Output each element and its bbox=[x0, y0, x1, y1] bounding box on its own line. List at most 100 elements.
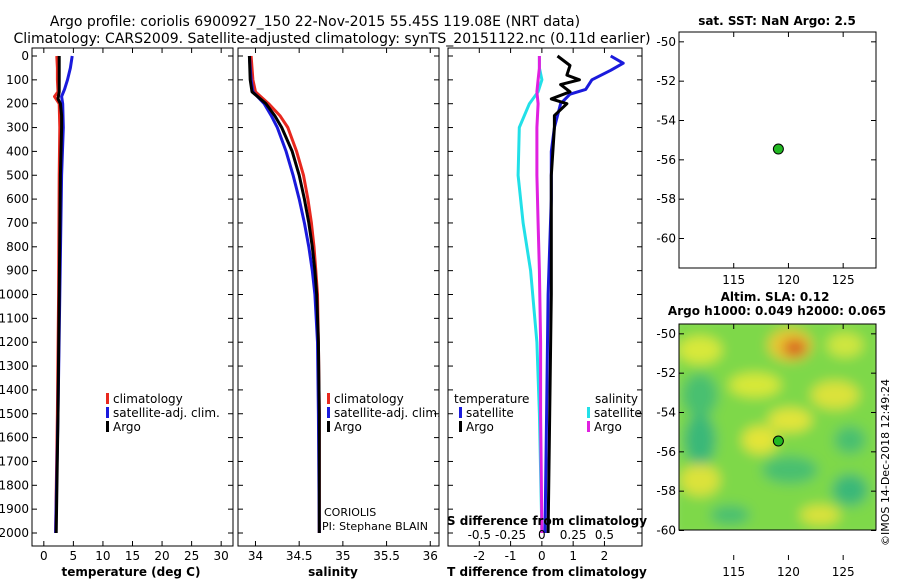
sla-map-panel: Altim. SLA: 0.12 Argo h1000: 0.049 h2000… bbox=[656, 290, 886, 579]
lon-tick-label: 125 bbox=[832, 565, 855, 579]
depth-tick-label: 1100 bbox=[0, 311, 29, 325]
legend-label-climatology: climatology bbox=[113, 392, 183, 406]
legend-swatch-climatology bbox=[327, 393, 330, 404]
depth-tick-label: 1200 bbox=[0, 335, 29, 349]
depth-tick-label: 1400 bbox=[0, 383, 29, 397]
legend-swatch-t-satellite bbox=[459, 407, 462, 418]
salinity-frame bbox=[237, 47, 440, 547]
pi-label: PI: Stephane BLAIN bbox=[322, 520, 428, 533]
x-tick-label: 25 bbox=[184, 549, 199, 563]
lat-tick-label: -50 bbox=[656, 35, 676, 49]
legend-swatch-climatology bbox=[106, 393, 109, 404]
lat-tick-label: -56 bbox=[656, 445, 676, 459]
s-tick-label: 0.5 bbox=[595, 528, 614, 542]
series-line-s-satellite bbox=[516, 56, 544, 534]
lat-tick-label: -60 bbox=[656, 232, 676, 246]
depth-tick-label: 1700 bbox=[0, 454, 29, 468]
legend-swatch-s-satellite bbox=[587, 407, 590, 418]
lon-tick-label: 115 bbox=[722, 565, 745, 579]
series-line-t-satellite bbox=[543, 54, 625, 534]
sst-argo-position bbox=[772, 143, 784, 155]
legend-swatch-satellite bbox=[106, 407, 109, 418]
s-difference-label: S difference from climatology bbox=[447, 514, 647, 528]
x-tick-label: 10 bbox=[95, 549, 110, 563]
x-tick-label: 35.5 bbox=[373, 549, 400, 563]
temperature-legend: climatology satellite-adj. clim. Argo bbox=[106, 392, 220, 434]
depth-tick-label: 700 bbox=[6, 216, 29, 230]
s-tick-label: -0.5 bbox=[468, 528, 491, 542]
series-line-s-argo bbox=[535, 56, 544, 534]
difference-x-ticks: -2 -1 0 1 2 bbox=[448, 55, 642, 563]
sla-x-ticks: 115 120 125 bbox=[722, 324, 855, 579]
legend-swatch-t-argo bbox=[459, 421, 462, 432]
legend-label-argo: Argo bbox=[334, 420, 362, 434]
lon-tick-label: 120 bbox=[777, 273, 800, 287]
legend-label-satellite: satellite-adj. clim. bbox=[113, 406, 220, 420]
salinity-xlabel: salinity bbox=[308, 565, 358, 579]
lon-tick-label: 115 bbox=[722, 273, 745, 287]
x-tick-label: 0 bbox=[40, 549, 48, 563]
depth-tick-label: 400 bbox=[6, 144, 29, 158]
series-line-t-argo bbox=[546, 54, 581, 534]
depth-tick-label: 900 bbox=[6, 264, 29, 278]
x-tick-label: 15 bbox=[125, 549, 140, 563]
depth-tick-label: 600 bbox=[6, 192, 29, 206]
salinity-x-ticks: 34 34.5 35 35.5 36 bbox=[238, 48, 439, 563]
sst-map-panel: sat. SST: NaN Argo: 2.5 -50-52-54-56-58-… bbox=[656, 14, 877, 287]
sla-title-2: Argo h1000: 0.049 h2000: 0.065 bbox=[668, 304, 886, 318]
x-tick-label: 35 bbox=[335, 549, 350, 563]
legend-label-satellite: satellite-adj. clim. bbox=[334, 406, 441, 420]
salinity-series bbox=[247, 55, 321, 534]
legend-swatch-s-argo bbox=[587, 421, 590, 432]
lat-tick-label: -54 bbox=[656, 406, 676, 420]
legend-label-climatology: climatology bbox=[334, 392, 404, 406]
float-source-label: CORIOLIS bbox=[324, 506, 376, 519]
depth-tick-label: 100 bbox=[6, 73, 29, 87]
x-tick-label: 30 bbox=[214, 549, 229, 563]
s-tick-label: 0 bbox=[538, 528, 546, 542]
depth-tick-label: 200 bbox=[6, 97, 29, 111]
t-difference-label: T difference from climatology bbox=[447, 565, 647, 579]
series-line-argo bbox=[247, 55, 321, 533]
legend-swatch-satellite bbox=[327, 407, 330, 418]
sst-map-frame bbox=[678, 31, 877, 269]
lon-tick-label: 120 bbox=[777, 565, 800, 579]
sla-argo-position bbox=[772, 435, 784, 447]
difference-legend: temperature satellite Argo salinity sate… bbox=[454, 392, 642, 434]
sst-y-ticks: -50 -52 -54 -56 -58 -60 bbox=[656, 35, 876, 246]
depth-tick-label: 1900 bbox=[0, 502, 29, 516]
lat-tick-label: -52 bbox=[656, 366, 676, 380]
depth-tick-label: 0 bbox=[21, 49, 29, 63]
legend-label-s-satellite: satellite bbox=[594, 406, 642, 420]
title-line-2: Climatology: CARS2009. Satellite-adjuste… bbox=[13, 31, 650, 47]
depth-tick-label: 1000 bbox=[0, 288, 29, 302]
depth-tick-label: 800 bbox=[6, 240, 29, 254]
x-tick-label: 36 bbox=[423, 549, 438, 563]
lon-tick-label: 125 bbox=[832, 273, 855, 287]
lat-tick-label: -50 bbox=[656, 327, 676, 341]
series-line-satellite-adj-clim- bbox=[247, 55, 321, 534]
x-tick-label: 1 bbox=[569, 549, 577, 563]
sla-y-ticks: -50 -52 -54 -56 -58 -60 bbox=[656, 327, 876, 538]
depth-tick-label: 1600 bbox=[0, 431, 29, 445]
legend-label-s-argo: Argo bbox=[594, 420, 622, 434]
lat-tick-label: -60 bbox=[656, 524, 676, 538]
salinity-panel: 34 34.5 35 35.5 36 salinity climatology sate… bbox=[237, 47, 441, 579]
legend-label-argo: Argo bbox=[113, 420, 141, 434]
argo-position-marker bbox=[772, 435, 784, 447]
x-tick-label: 5 bbox=[70, 549, 78, 563]
depth-tick-label: 1300 bbox=[0, 359, 29, 373]
argo-position-marker bbox=[772, 143, 784, 155]
lat-tick-label: -58 bbox=[656, 484, 676, 498]
legend-label-t-satellite: satellite bbox=[466, 406, 514, 420]
s-tick-label: 0.25 bbox=[560, 528, 587, 542]
x-tick-label: 34 bbox=[248, 549, 263, 563]
sla-title-1: Altim. SLA: 0.12 bbox=[721, 290, 830, 304]
temperature-panel: 0100200300400500600700800900100011001200… bbox=[0, 47, 234, 579]
credit-label: ©IMOS 14-Dec-2018 12:49:24 bbox=[879, 379, 892, 546]
legend-swatch-argo bbox=[327, 421, 330, 432]
x-tick-label: -2 bbox=[473, 549, 485, 563]
legend-swatch-argo bbox=[106, 421, 109, 432]
difference-panel: -2 -1 0 1 2 -0.5 -0.25 0 0.25 0.5 S difference f… bbox=[447, 47, 647, 579]
